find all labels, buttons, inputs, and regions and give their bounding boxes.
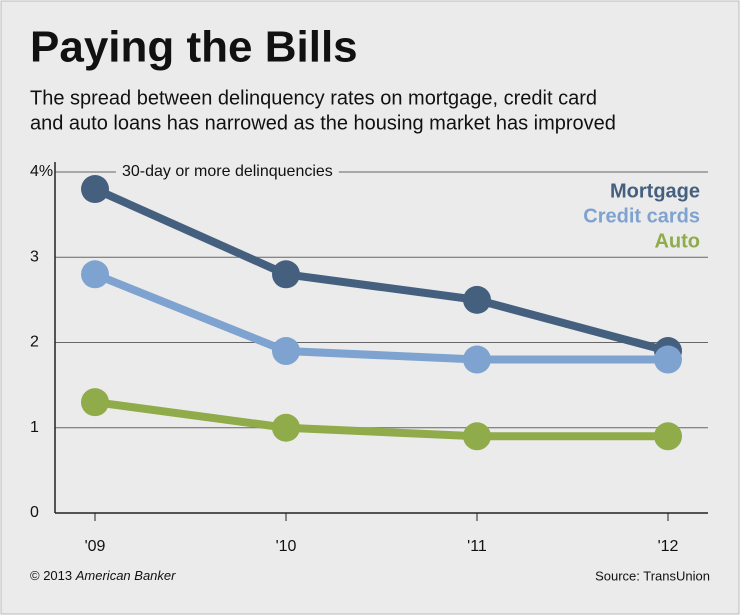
marker	[654, 422, 682, 451]
y-tick-label: 3	[30, 248, 39, 265]
legend-entry: Auto	[654, 230, 700, 252]
y-tick-label: 2	[30, 334, 39, 351]
y-tick-label: 1	[30, 419, 39, 436]
marker	[463, 285, 491, 314]
x-tick-label: '09	[85, 538, 106, 555]
x-tick-label: '12	[658, 538, 679, 555]
annotation-bg	[116, 161, 339, 183]
legend-entry: Mortgage	[610, 180, 700, 202]
marker	[81, 388, 109, 417]
marker	[654, 345, 682, 374]
marker	[463, 345, 491, 374]
y-tick-label: 0	[30, 504, 39, 521]
marker	[463, 422, 491, 451]
line	[93, 270, 668, 364]
legend-entry: Credit cards	[583, 205, 700, 227]
line	[94, 398, 668, 441]
annotation: 30-day or more delinquencies	[122, 163, 333, 180]
source: Source: TransUnion	[595, 568, 710, 583]
marker	[81, 175, 109, 204]
marker	[81, 260, 109, 289]
x-tick-label: '10	[276, 538, 297, 555]
marker	[272, 337, 300, 366]
copyright: © 2013 American Banker	[30, 568, 176, 583]
publisher: American Banker	[75, 568, 176, 583]
line	[93, 185, 670, 355]
y-tick-label: 4%	[30, 163, 53, 180]
marker	[272, 260, 300, 289]
chart-title: Paying the Bills	[30, 23, 358, 72]
copyright-year: © 2013	[30, 568, 72, 583]
subtitle: The spread between delinquency rates on …	[30, 87, 597, 109]
marker	[272, 413, 300, 442]
subtitle: and auto loans has narrowed as the housi…	[30, 112, 616, 134]
x-tick-label: '11	[467, 538, 487, 555]
